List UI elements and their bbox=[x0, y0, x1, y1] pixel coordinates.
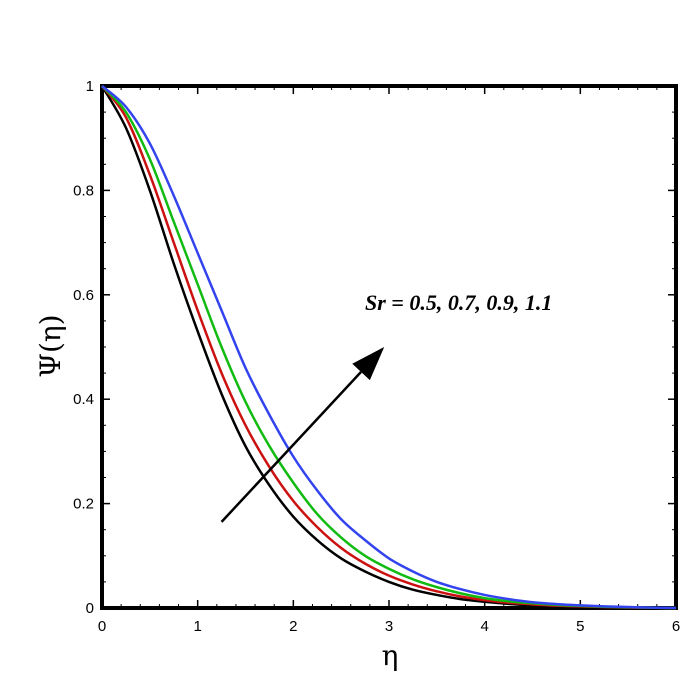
plot-frame bbox=[100, 84, 678, 610]
arrow-head bbox=[352, 347, 385, 381]
series-line-2 bbox=[101, 85, 677, 610]
x-tick-label: 6 bbox=[672, 618, 680, 635]
y-tick-label: 1 bbox=[86, 78, 94, 95]
x-tick-label: 3 bbox=[385, 618, 393, 635]
x-tick-label: 2 bbox=[289, 618, 297, 635]
y-axis-label: Ψ(η) bbox=[34, 314, 67, 377]
series-line-4 bbox=[101, 85, 677, 610]
y-tick-label: 0.2 bbox=[73, 496, 94, 513]
y-tick-label: 0 bbox=[86, 600, 94, 617]
y-tick-label: 0.8 bbox=[73, 182, 94, 199]
x-tick-label: 4 bbox=[480, 618, 488, 635]
annotation: Sr = 0.5, 0.7, 0.9, 1.1 bbox=[365, 290, 552, 315]
y-tick-label: 0.6 bbox=[73, 287, 94, 304]
x-tick-label: 5 bbox=[576, 618, 584, 635]
x-tick-label: 0 bbox=[98, 618, 106, 635]
x-axis-label: η bbox=[382, 639, 399, 672]
curves bbox=[100, 85, 677, 610]
tick-labels: 0 1 2 3 4 5 6 0 0.2 0.4 0.6 0.8 1 bbox=[73, 78, 680, 635]
arrow-shaft bbox=[220, 371, 362, 523]
series-line-3 bbox=[101, 85, 677, 610]
axis-ticks bbox=[101, 85, 677, 609]
x-tick-label: 1 bbox=[193, 618, 201, 635]
arrow bbox=[220, 347, 385, 523]
series-line-1 bbox=[100, 85, 677, 610]
y-tick-label: 0.4 bbox=[73, 391, 94, 408]
